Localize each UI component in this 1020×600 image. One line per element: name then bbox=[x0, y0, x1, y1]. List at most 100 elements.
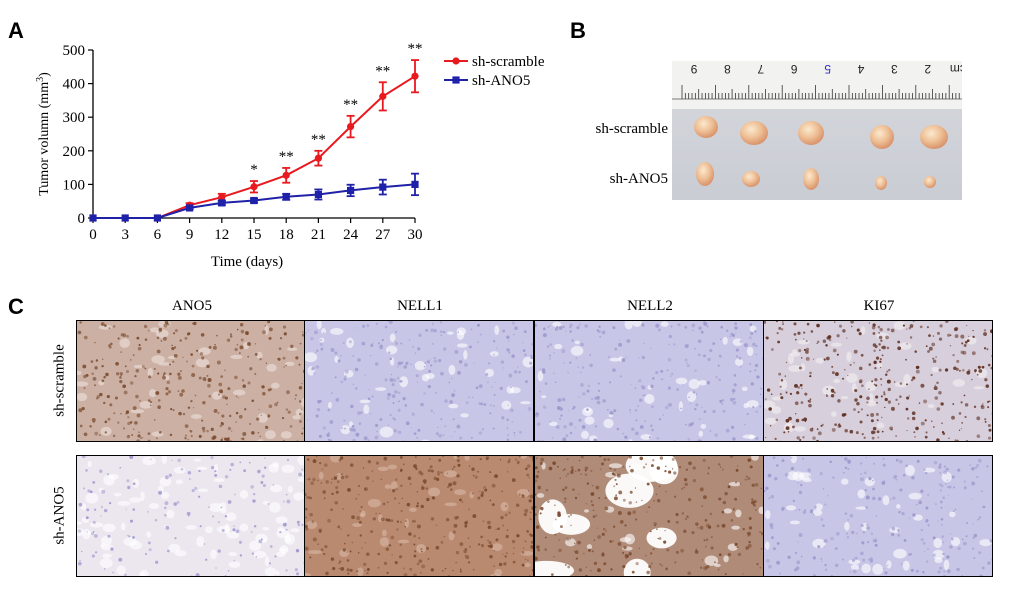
ihc-nucleus bbox=[948, 437, 950, 440]
ihc-nucleus bbox=[269, 327, 273, 332]
ihc-nucleus bbox=[880, 384, 882, 386]
ihc-texture bbox=[535, 321, 763, 441]
ihc-nucleus bbox=[425, 328, 429, 332]
ihc-nucleus bbox=[569, 537, 572, 540]
ihc-nucleus bbox=[948, 485, 952, 489]
ihc-nucleus bbox=[622, 564, 626, 569]
ihc-nucleus bbox=[141, 436, 144, 439]
ihc-nucleus bbox=[231, 430, 233, 432]
ihc-nucleus bbox=[453, 523, 458, 528]
ihc-nucleus bbox=[911, 416, 916, 421]
ihc-nucleus bbox=[742, 527, 745, 531]
ihc-nucleus bbox=[203, 543, 206, 545]
ihc-nucleus bbox=[567, 371, 569, 374]
ihc-nucleus bbox=[481, 428, 485, 431]
ihc-nucleus bbox=[922, 571, 925, 574]
ihc-nucleus bbox=[650, 384, 654, 389]
ihc-stroma bbox=[735, 509, 742, 518]
ihc-nucleus bbox=[854, 556, 858, 560]
ihc-nucleus bbox=[357, 493, 360, 496]
ihc-stroma bbox=[902, 560, 910, 571]
ihc-stroma bbox=[160, 491, 170, 500]
ihc-nucleus bbox=[247, 355, 250, 358]
ihc-stroma bbox=[85, 492, 99, 504]
ihc-nucleus bbox=[597, 568, 601, 573]
ihc-nucleus bbox=[768, 407, 772, 411]
ihc-stroma bbox=[586, 544, 593, 550]
ihc-nucleus bbox=[873, 462, 876, 465]
ihc-stroma bbox=[196, 536, 205, 547]
ihc-stroma bbox=[686, 391, 697, 403]
ihc-nucleus bbox=[522, 342, 524, 344]
ihc-nucleus bbox=[625, 557, 627, 560]
ihc-stroma bbox=[797, 339, 810, 345]
ihc-nucleus bbox=[976, 476, 979, 479]
ihc-nucleus bbox=[426, 360, 430, 364]
ihc-stroma bbox=[464, 456, 470, 461]
ihc-nucleus bbox=[173, 354, 178, 358]
ihc-nucleus bbox=[849, 429, 854, 434]
ihc-nucleus bbox=[973, 533, 978, 538]
ihc-nucleus bbox=[749, 465, 753, 469]
ihc-nucleus bbox=[978, 516, 982, 519]
ihc-nucleus bbox=[451, 393, 456, 398]
ihc-nucleus bbox=[641, 323, 645, 327]
ihc-nucleus bbox=[136, 413, 141, 418]
ihc-nucleus bbox=[505, 505, 507, 507]
ihc-nucleus bbox=[418, 333, 422, 337]
ihc-nucleus bbox=[539, 390, 542, 393]
ihc-stroma bbox=[949, 511, 956, 518]
ihc-nucleus bbox=[319, 342, 323, 346]
ihc-stroma bbox=[225, 512, 237, 522]
ihc-nucleus bbox=[623, 545, 627, 550]
ihc-nucleus bbox=[542, 327, 546, 331]
ihc-nucleus bbox=[991, 575, 992, 576]
ihc-nucleus bbox=[613, 525, 616, 528]
ihc-stroma bbox=[269, 502, 281, 513]
ihc-stroma bbox=[764, 541, 770, 550]
ihc-nucleus bbox=[157, 399, 161, 402]
ihc-nucleus bbox=[639, 425, 644, 429]
ihc-nucleus bbox=[252, 493, 256, 496]
ihc-nucleus bbox=[119, 379, 123, 384]
ihc-nucleus bbox=[743, 343, 748, 348]
ihc-nucleus bbox=[340, 475, 345, 480]
ihc-nucleus bbox=[507, 460, 511, 464]
ihc-nucleus bbox=[683, 486, 685, 489]
ihc-nucleus bbox=[190, 353, 193, 356]
ihc-nucleus bbox=[882, 463, 886, 467]
ihc-nucleus bbox=[315, 414, 319, 418]
ihc-nucleus bbox=[886, 370, 889, 373]
ihc-nucleus bbox=[248, 461, 251, 464]
ihc-nucleus bbox=[628, 552, 632, 556]
ihc-nucleus bbox=[704, 518, 708, 522]
ruler-number: 8 bbox=[724, 62, 731, 76]
ihc-nucleus bbox=[941, 524, 944, 526]
ihc-nucleus bbox=[802, 510, 807, 514]
ihc-nucleus bbox=[295, 394, 298, 397]
ihc-nucleus bbox=[416, 436, 419, 439]
ihc-nucleus bbox=[860, 551, 864, 556]
ihc-nucleus bbox=[224, 574, 227, 576]
ihc-stroma bbox=[443, 470, 458, 478]
ihc-nucleus bbox=[526, 464, 531, 468]
ihc-stroma bbox=[77, 392, 88, 402]
ihc-nucleus bbox=[282, 439, 285, 441]
ihc-nucleus bbox=[589, 353, 592, 356]
ihc-nucleus bbox=[144, 553, 147, 555]
ihc-nucleus bbox=[351, 541, 354, 544]
ihc-nucleus bbox=[962, 350, 967, 355]
ihc-nucleus bbox=[261, 538, 263, 541]
ihc-nucleus bbox=[413, 432, 417, 436]
ihc-nucleus bbox=[427, 385, 431, 389]
ihc-stroma bbox=[609, 357, 621, 362]
ihc-nucleus bbox=[703, 495, 707, 500]
ihc-nucleus bbox=[365, 476, 370, 480]
ihc-stroma bbox=[102, 523, 116, 533]
ihc-nucleus bbox=[703, 566, 708, 571]
ihc-nucleus bbox=[465, 555, 470, 560]
ihc-nucleus bbox=[168, 473, 172, 477]
ihc-nucleus bbox=[721, 399, 725, 402]
ihc-nucleus bbox=[314, 352, 317, 354]
ihc-nucleus bbox=[294, 398, 296, 400]
